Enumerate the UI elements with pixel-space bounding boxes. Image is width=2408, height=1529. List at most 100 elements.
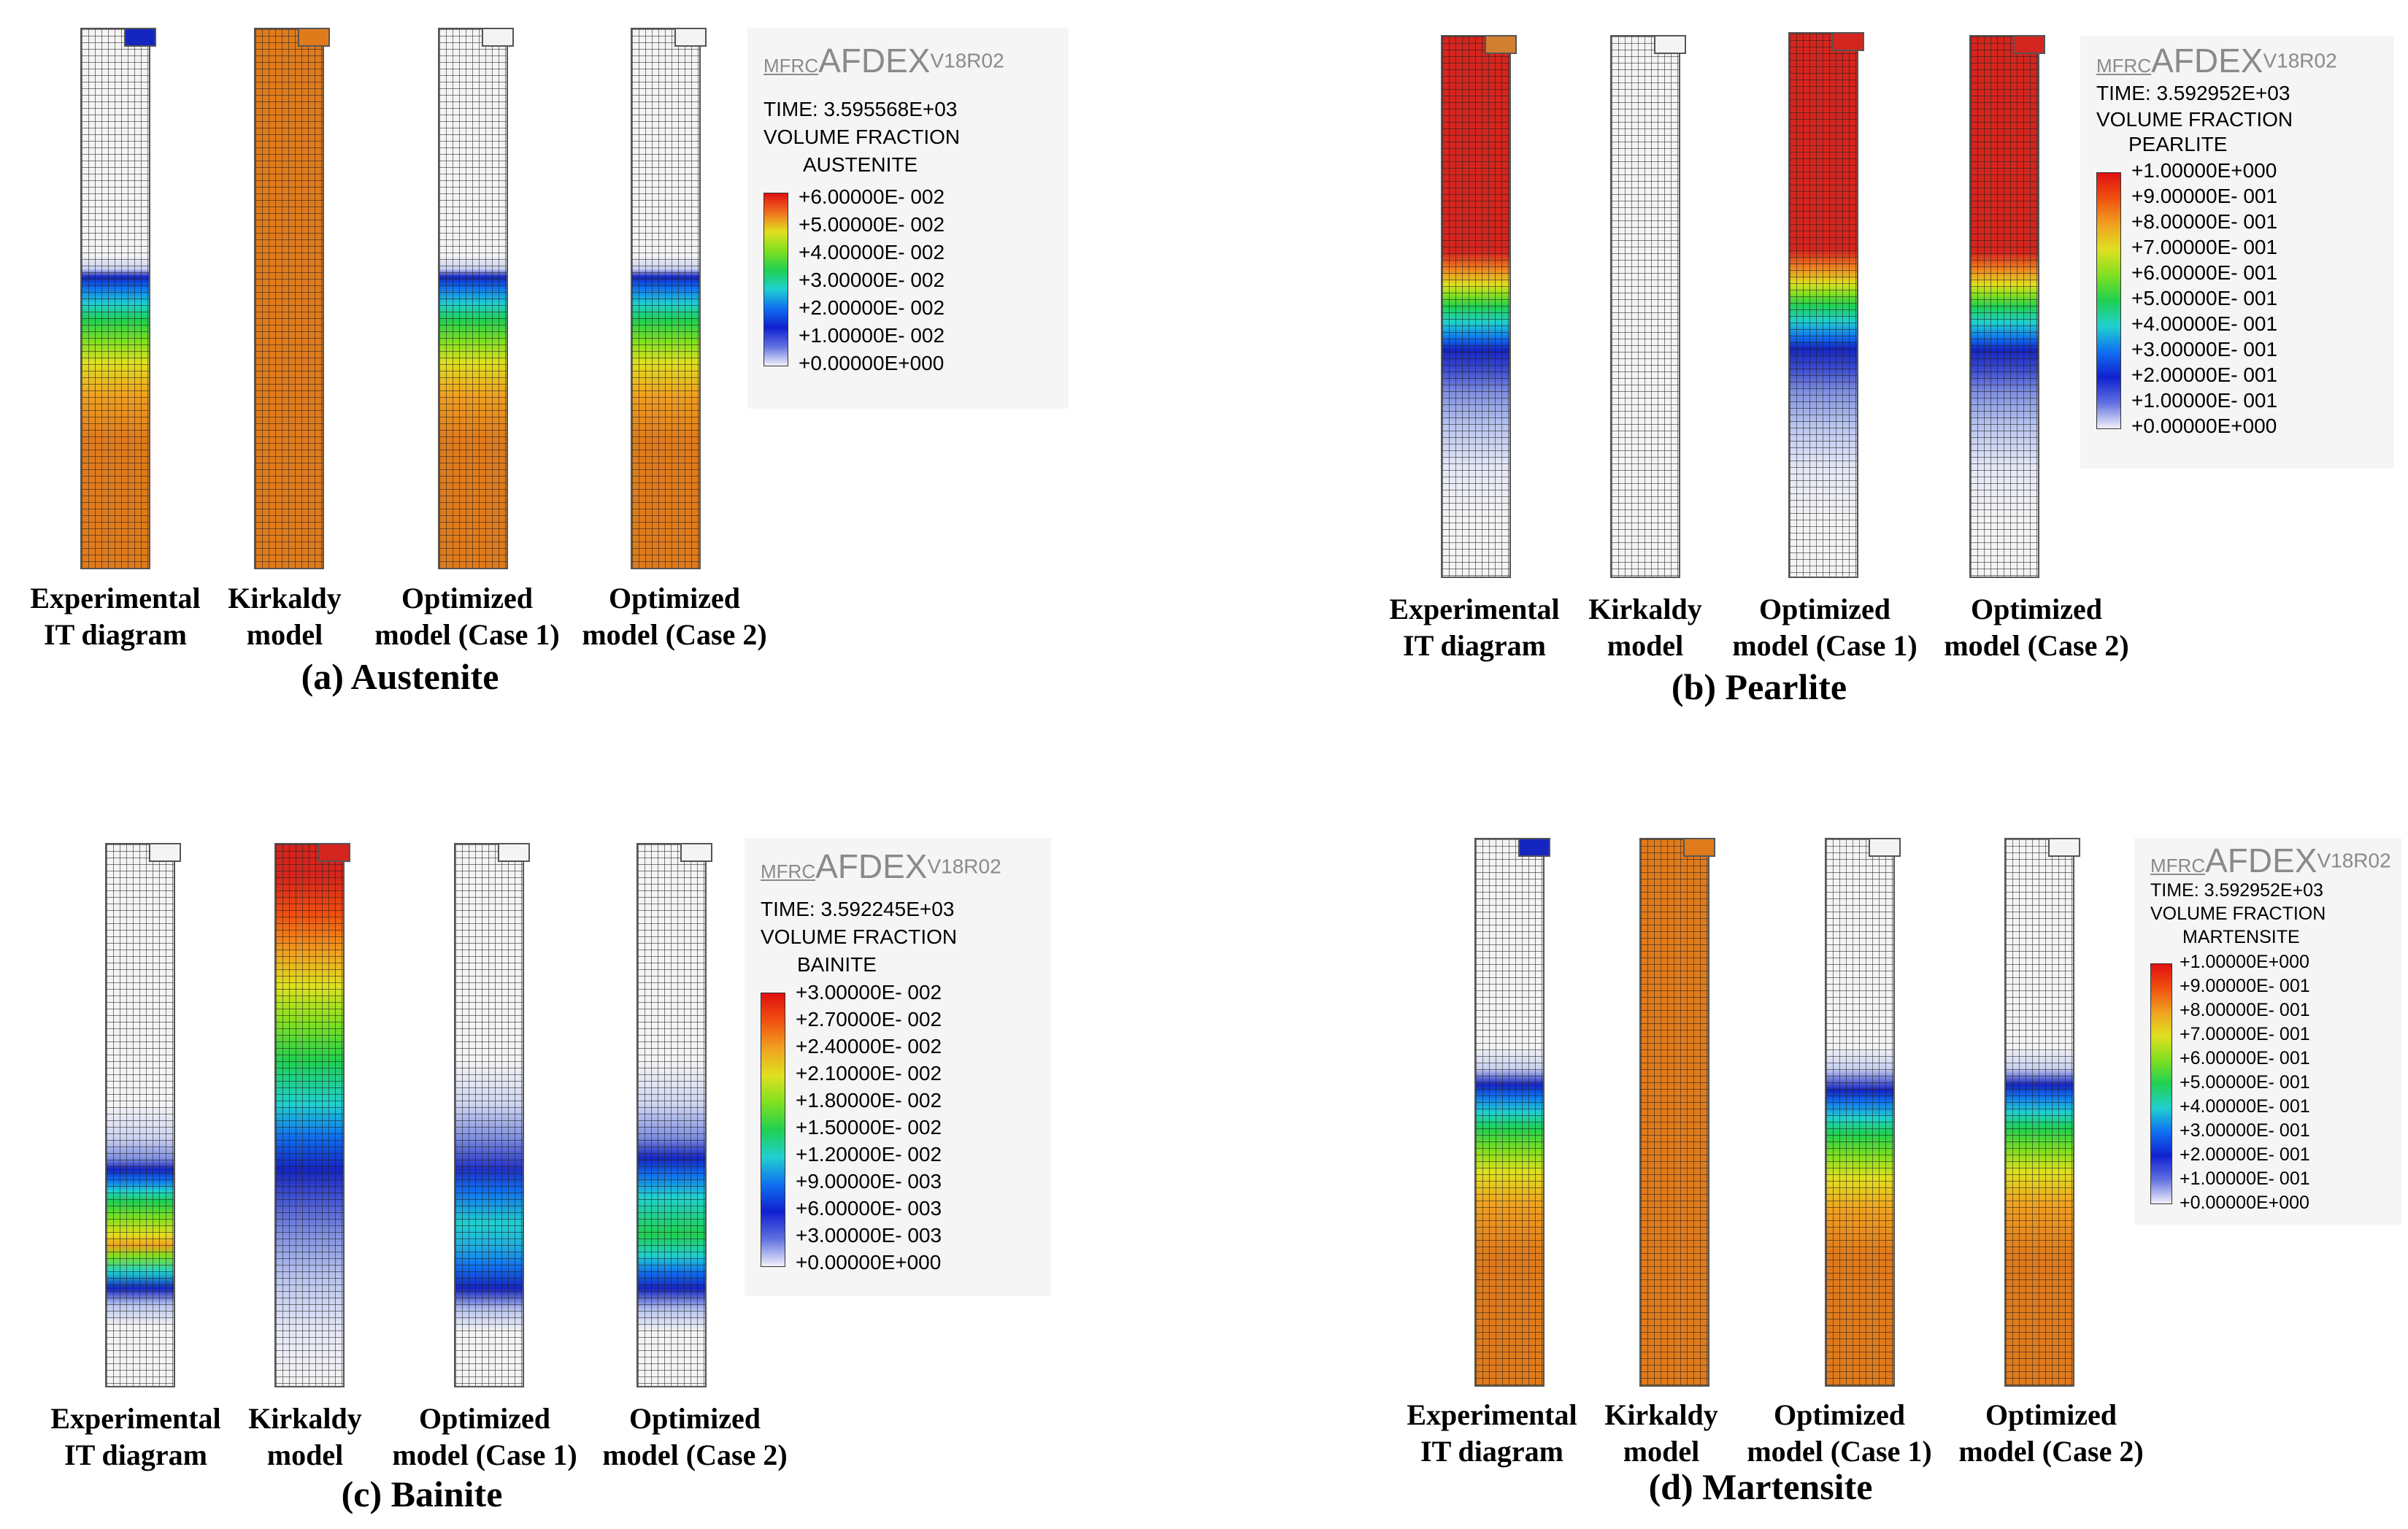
legend-tick: +2.00000E- 001 xyxy=(2131,363,2278,386)
legend-tick: +8.00000E- 001 xyxy=(2131,210,2278,233)
fem-bar-experimental xyxy=(1474,838,1545,1387)
column-label-experimental: Experimental IT diagram xyxy=(1389,593,1560,662)
legend-tick: +2.10000E- 002 xyxy=(796,1062,942,1085)
column-label-kirkaldy: Kirkaldy model xyxy=(1588,593,1702,662)
fem-cap xyxy=(2013,35,2045,54)
legend-tick: +7.00000E- 001 xyxy=(2180,1024,2310,1044)
legend-tick: +3.00000E- 003 xyxy=(796,1224,942,1247)
legend-tick: +0.00000E+000 xyxy=(2180,1193,2309,1213)
fem-cap xyxy=(482,28,514,47)
legend-phase: PEARLITE xyxy=(2128,133,2228,155)
fem-cap xyxy=(1869,838,1901,857)
fem-cap xyxy=(2048,838,2080,857)
legend-tick: +1.50000E- 002 xyxy=(796,1116,942,1139)
fem-bar-case1 xyxy=(1788,32,1858,578)
fem-cap xyxy=(674,28,707,47)
legend-tick: +2.00000E- 001 xyxy=(2180,1144,2310,1165)
fem-bar-case2 xyxy=(1969,35,2039,578)
legend-tick: +3.00000E- 001 xyxy=(2180,1120,2310,1141)
legend-tick: +5.00000E- 001 xyxy=(2180,1072,2310,1093)
column-label-case1: Optimized model (Case 1) xyxy=(374,582,560,651)
panel-title: (a) Austenite xyxy=(301,656,499,697)
panel-title: (d) Martensite xyxy=(1648,1466,1873,1507)
afdex-logo: MFRCAFDEXV18R02 xyxy=(2096,42,2337,80)
legend-quantity: VOLUME FRACTION xyxy=(761,925,958,948)
legend-tick: +3.00000E- 002 xyxy=(799,269,945,291)
fem-bar-experimental xyxy=(105,843,175,1387)
legend-time: TIME: 3.592952E+03 xyxy=(2150,880,2323,901)
legend-tick: +1.00000E- 001 xyxy=(2180,1168,2310,1189)
legend-tick: +2.00000E- 002 xyxy=(799,296,945,319)
legend-tick: +1.00000E- 002 xyxy=(799,324,945,347)
afdex-logo: MFRCAFDEXV18R02 xyxy=(763,42,1004,80)
legend-time: TIME: 3.595568E+03 xyxy=(763,98,958,120)
legend-color-scale xyxy=(2150,963,2172,1204)
legend-tick: +8.00000E- 001 xyxy=(2180,1000,2310,1020)
column-label-experimental: Experimental IT diagram xyxy=(50,1402,221,1471)
fem-bar-experimental xyxy=(1441,35,1511,578)
legend-color-scale xyxy=(2096,172,2121,429)
legend-quantity: VOLUME FRACTION xyxy=(763,126,961,148)
legend-quantity: VOLUME FRACTION xyxy=(2150,904,2326,924)
fem-bar-kirkaldy xyxy=(1639,838,1709,1387)
panel-title: (c) Bainite xyxy=(341,1474,503,1514)
fem-bar-case2 xyxy=(631,28,701,569)
column-label-experimental: Experimental IT diagram xyxy=(30,582,201,651)
legend-tick: +0.00000E+000 xyxy=(2131,415,2277,437)
fem-bar-case1 xyxy=(438,28,508,569)
panel-title: (b) Pearlite xyxy=(1671,666,1847,707)
column-label-case1: Optimized model (Case 1) xyxy=(1747,1398,1932,1468)
legend-tick: +3.00000E- 001 xyxy=(2131,338,2278,361)
column-label-case1: Optimized model (Case 1) xyxy=(1732,593,1917,662)
legend-tick: +9.00000E- 001 xyxy=(2131,185,2278,207)
fem-cap xyxy=(1485,35,1517,54)
fem-cap-orange xyxy=(1683,838,1715,857)
legend-phase: BAINITE xyxy=(797,953,877,976)
legend-time: TIME: 3.592952E+03 xyxy=(2096,82,2290,104)
legend-tick: +9.00000E- 001 xyxy=(2180,976,2310,996)
legend-tick: +5.00000E- 002 xyxy=(799,213,945,236)
legend-phase: AUSTENITE xyxy=(803,153,918,176)
legend-tick: +4.00000E- 001 xyxy=(2180,1096,2310,1117)
afdex-logo: MFRCAFDEXV18R02 xyxy=(2150,841,2391,879)
legend-tick: +1.80000E- 002 xyxy=(796,1089,942,1112)
fem-bar-case1 xyxy=(1825,838,1895,1387)
legend-time: TIME: 3.592245E+03 xyxy=(761,898,955,920)
legend-tick: +3.00000E- 002 xyxy=(796,981,942,1004)
fem-bar-case1 xyxy=(454,843,524,1387)
fem-bar-case2 xyxy=(2004,838,2074,1387)
column-label-kirkaldy: Kirkaldy model xyxy=(228,582,342,651)
column-label-case2: Optimized model (Case 2) xyxy=(1944,593,2129,662)
fem-cap xyxy=(318,843,350,862)
afdex-logo: MFRCAFDEXV18R02 xyxy=(761,847,1001,885)
column-label-experimental: Experimental IT diagram xyxy=(1407,1398,1577,1468)
legend: MFRCAFDEXV18R02 TIME: 3.592952E+03 VOLUM… xyxy=(2134,838,2401,1225)
fem-cap xyxy=(498,843,530,862)
legend-quantity: VOLUME FRACTION xyxy=(2096,108,2293,131)
column-label-case1: Optimized model (Case 1) xyxy=(392,1402,577,1471)
legend-tick: +1.20000E- 002 xyxy=(796,1143,942,1166)
legend-color-scale xyxy=(761,993,785,1267)
legend-tick: +2.70000E- 002 xyxy=(796,1008,942,1031)
legend-tick: +1.00000E+000 xyxy=(2180,952,2309,972)
fem-cap-blue xyxy=(1518,838,1550,857)
legend-phase: MARTENSITE xyxy=(2182,927,2300,947)
legend-tick: +7.00000E- 001 xyxy=(2131,236,2278,258)
fem-cap-orange xyxy=(298,28,330,47)
fem-cap xyxy=(1832,32,1864,51)
fem-cap xyxy=(149,843,181,862)
column-label-case2: Optimized model (Case 2) xyxy=(1958,1398,2144,1468)
legend: MFRCAFDEXV18R02 TIME: 3.595568E+03 VOLUM… xyxy=(747,28,1069,409)
legend-tick: +6.00000E- 001 xyxy=(2131,261,2278,284)
column-label-case2: Optimized model (Case 2) xyxy=(582,582,767,651)
fem-bar-kirkaldy xyxy=(274,843,345,1387)
legend-tick: +2.40000E- 002 xyxy=(796,1035,942,1058)
column-label-case2: Optimized model (Case 2) xyxy=(602,1402,788,1471)
legend-tick: +1.00000E+000 xyxy=(2131,159,2277,182)
legend-tick: +6.00000E- 002 xyxy=(799,185,945,208)
fem-bar-kirkaldy xyxy=(254,28,324,569)
legend-tick: +6.00000E- 001 xyxy=(2180,1048,2310,1068)
column-label-kirkaldy: Kirkaldy model xyxy=(248,1402,362,1471)
legend-tick: +0.00000E+000 xyxy=(799,352,945,374)
legend-tick: +6.00000E- 003 xyxy=(796,1197,942,1220)
